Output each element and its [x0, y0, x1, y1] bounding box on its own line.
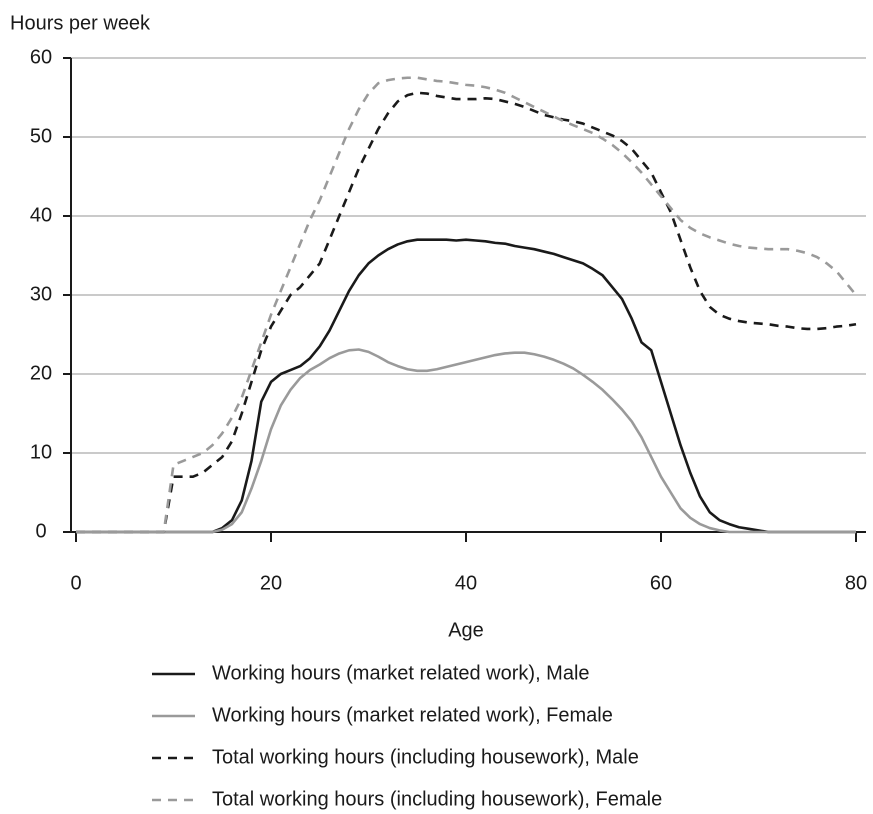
line-series [76, 76, 858, 534]
y-tick-label: 40 [30, 204, 52, 226]
x-tick-label: 80 [845, 572, 867, 594]
x-tick-label: 0 [70, 572, 81, 594]
y-tick-label: 50 [30, 125, 52, 147]
x-axis-label: Age [448, 619, 484, 641]
legend-label: Working hours (market related work), Fem… [212, 704, 613, 726]
x-tick-label: 40 [455, 572, 477, 594]
y-tick-label: 10 [30, 441, 52, 463]
legend-label: Working hours (market related work), Mal… [212, 662, 590, 684]
x-tick-label: 60 [650, 572, 672, 594]
legend-label: Total working hours (including housework… [212, 746, 639, 768]
x-tick-label: 20 [260, 572, 282, 594]
line-series [76, 91, 857, 534]
y-axis-label: Hours per week [10, 12, 151, 34]
y-tick-label: 60 [30, 46, 52, 68]
line-series [76, 238, 856, 534]
line-series [76, 348, 856, 534]
legend-label: Total working hours (including housework… [212, 788, 662, 810]
y-tick-label: 0 [35, 520, 46, 542]
y-tick-label: 20 [30, 362, 52, 384]
y-tick-label: 30 [30, 283, 52, 305]
